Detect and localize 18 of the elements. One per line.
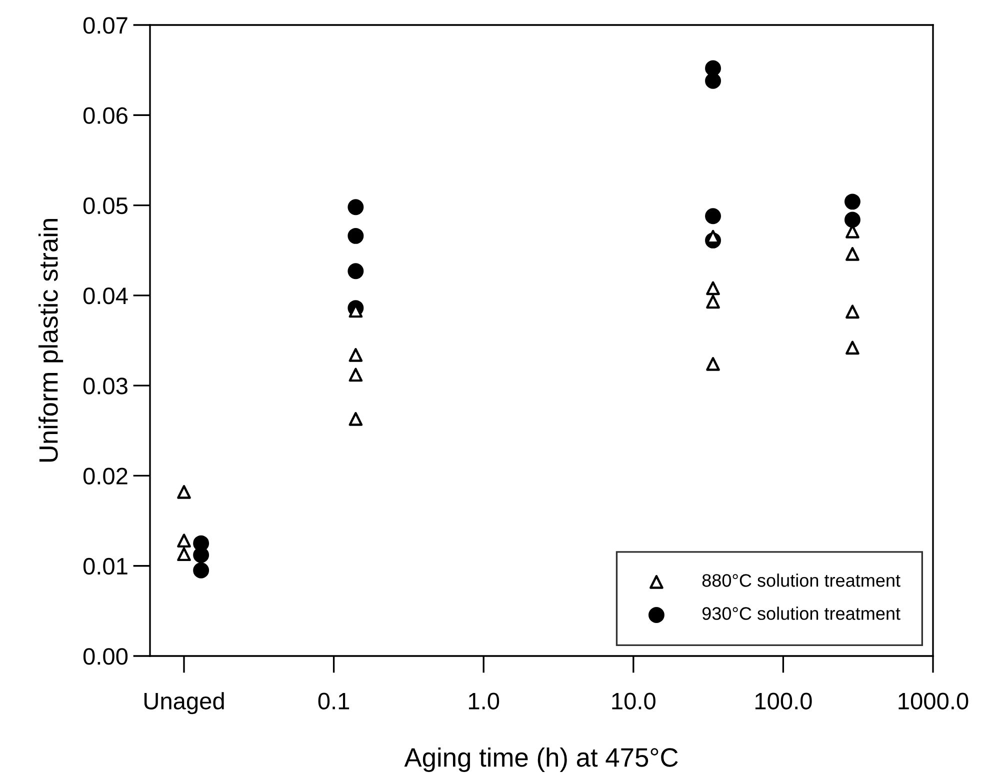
x-axis-title: Aging time (h) at 475°C <box>404 747 678 772</box>
x-tick-label: 1.0 <box>468 692 500 710</box>
y-tick-label: 0.04 <box>83 287 128 304</box>
y-tick-label: 0.01 <box>83 558 128 575</box>
y-tick-label: 0.07 <box>83 17 128 34</box>
x-tick-label: Unaged <box>144 692 224 714</box>
x-tick-label: 1000.0 <box>898 692 968 710</box>
x-tick-label: 10.0 <box>612 692 656 710</box>
legend-label: 930°C solution treatment <box>702 606 900 620</box>
y-tick-label: 0.02 <box>83 468 128 484</box>
y-tick-label: 0.05 <box>83 197 128 214</box>
x-tick-label: 100.0 <box>755 692 812 710</box>
x-tick-label: 0.1 <box>318 692 350 710</box>
y-axis-title: Uniform plastic strain <box>38 219 64 462</box>
y-tick-label: 0.03 <box>83 378 128 394</box>
y-tick-label: 0.06 <box>83 107 128 124</box>
legend-label: 880°C solution treatment <box>702 574 900 587</box>
y-tick-label: 0.00 <box>83 648 128 665</box>
